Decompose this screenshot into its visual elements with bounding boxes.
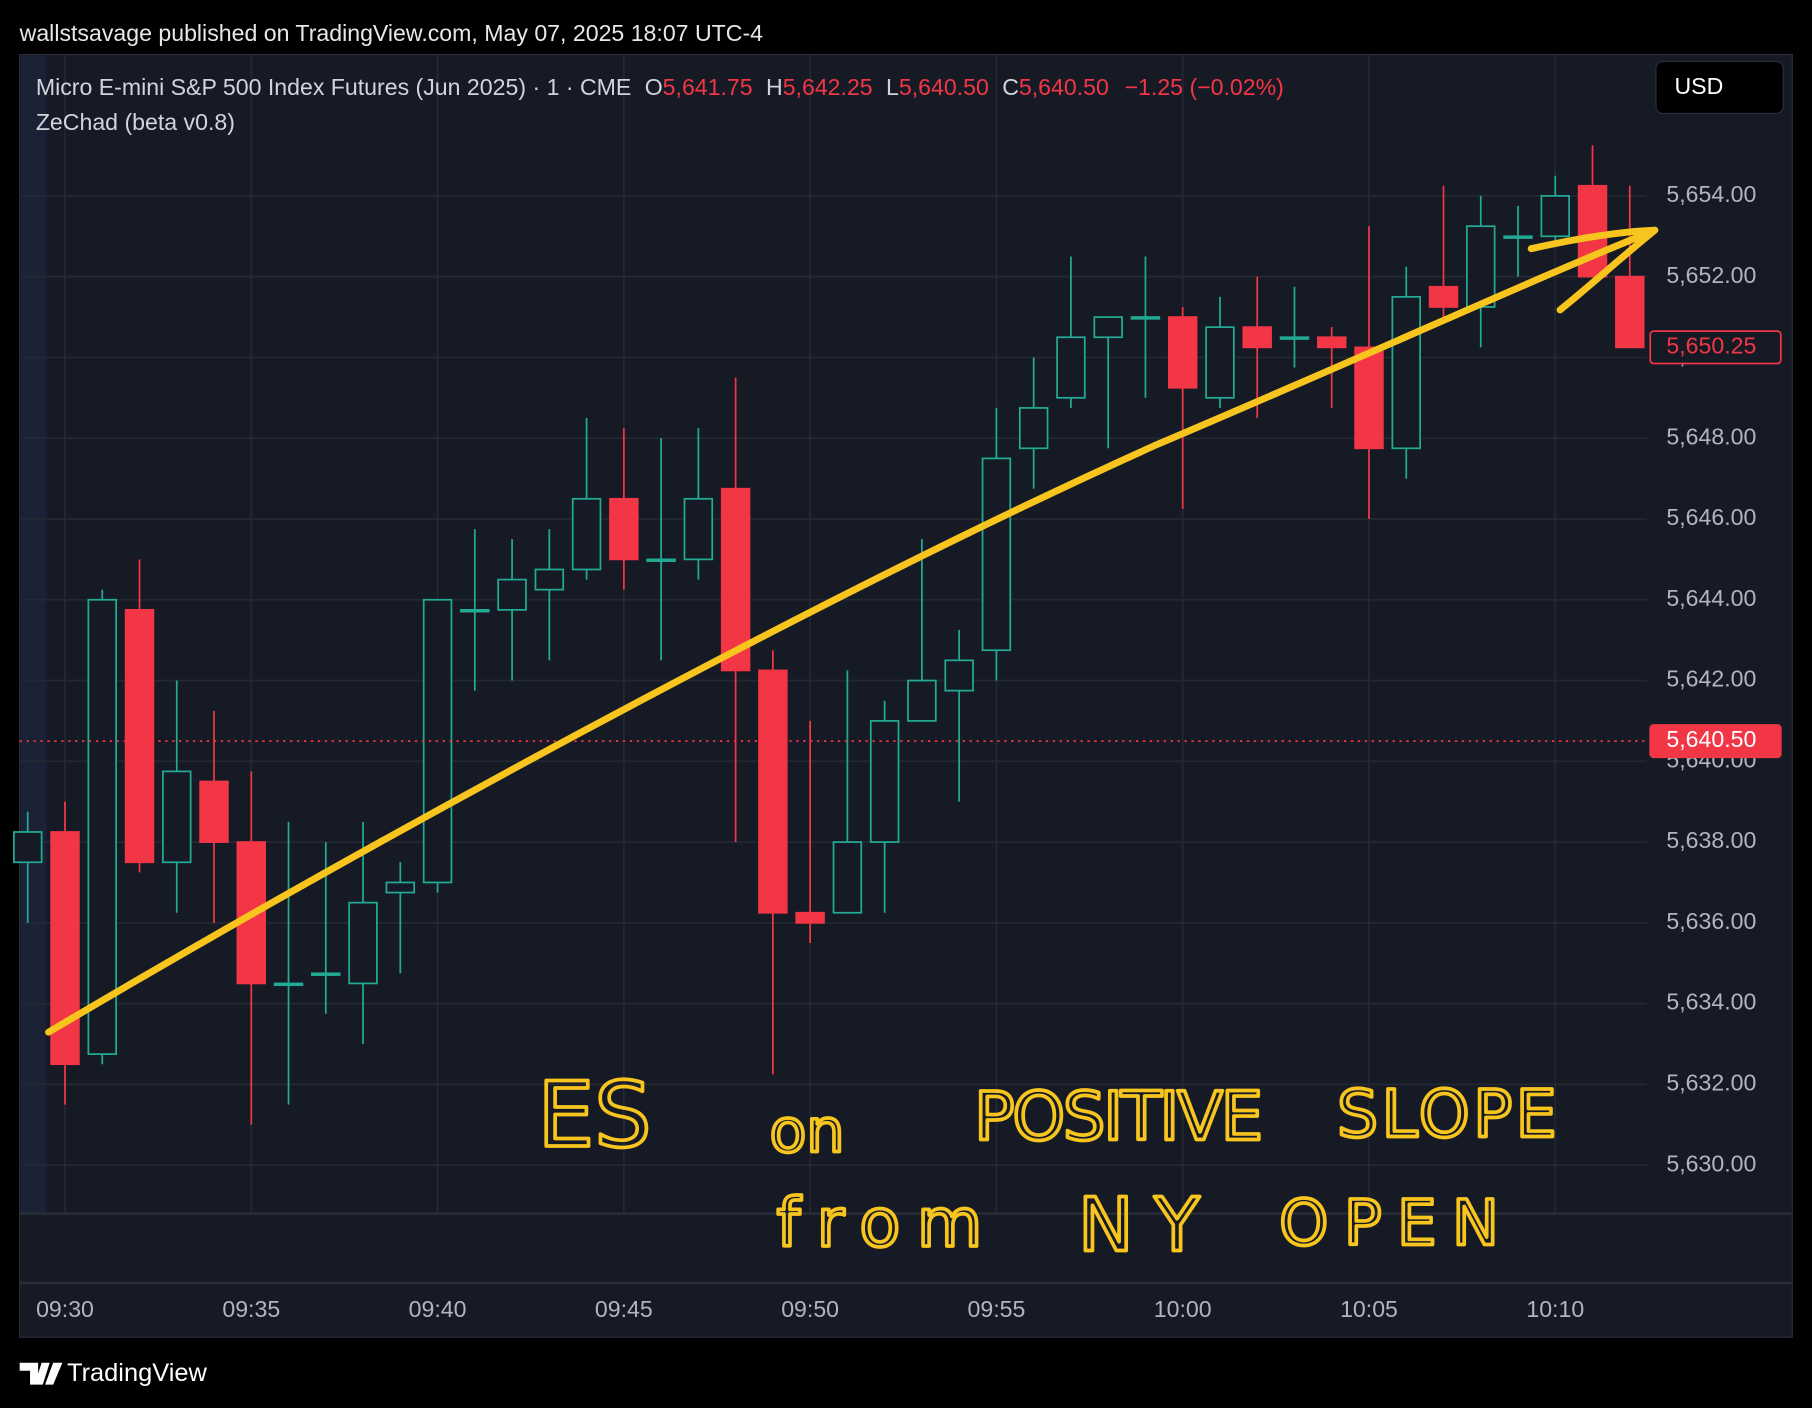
session-shade xyxy=(20,55,47,1214)
price-tag xyxy=(1649,330,1782,365)
candle-body xyxy=(534,568,565,591)
x-tick-label: 09:55 xyxy=(967,1296,1025,1322)
annotation-word: ES xyxy=(537,1063,651,1168)
candle-body xyxy=(1093,316,1123,339)
candle-body xyxy=(1391,295,1421,450)
candle-body xyxy=(273,982,304,987)
footer-brand: TradingView xyxy=(67,1359,207,1387)
overlay: 5,640.50 5,650.25 xyxy=(19,330,1782,759)
candle-body xyxy=(720,487,751,672)
legend-value: 5,641.75 xyxy=(663,74,753,100)
chart-panel xyxy=(19,53,1793,1338)
y-tick-label: 5,644.00 xyxy=(1666,585,1756,611)
trend-arrow xyxy=(45,226,1659,1036)
currency-button[interactable] xyxy=(1655,60,1784,115)
publish-header: wallstsavage published on TradingView.co… xyxy=(19,20,763,46)
x-tick-label: 10:10 xyxy=(1526,1296,1584,1322)
candle-body xyxy=(311,972,341,976)
indicator-name: ZeChad (beta v0.8) xyxy=(36,109,235,135)
y-tick-label: 5,636.00 xyxy=(1666,908,1756,934)
y-tick-label: 5,652.00 xyxy=(1666,262,1756,288)
x-tick-label: 09:50 xyxy=(781,1296,839,1322)
x-tick-label: 09:45 xyxy=(595,1296,653,1322)
candle-body xyxy=(460,608,490,613)
y-tick-label: 5,638.00 xyxy=(1666,827,1756,853)
x-tick-label: 09:40 xyxy=(409,1296,467,1322)
candle-body xyxy=(1242,326,1272,349)
candle-body xyxy=(795,911,825,924)
candle-body xyxy=(1167,316,1198,389)
candle-body xyxy=(1018,407,1049,450)
legend-change: −1.25 (−0.02%) xyxy=(1125,74,1284,100)
footer-logo xyxy=(19,1362,63,1385)
x-tick-label: 10:05 xyxy=(1340,1296,1398,1322)
candle-body xyxy=(981,457,1012,652)
legend-value: 5,640.50 xyxy=(899,74,989,100)
candle-body xyxy=(1279,336,1310,340)
symbol-title: Micro E-mini S&P 500 Index Futures (Jun … xyxy=(36,74,632,100)
candle-body xyxy=(1503,235,1533,239)
price-tag-label: 5,650.25 xyxy=(1666,332,1756,358)
candle-body xyxy=(1205,326,1235,399)
candle-body xyxy=(646,558,676,562)
y-tick-label: 5,646.00 xyxy=(1666,504,1756,530)
x-tick-label: 09:30 xyxy=(36,1296,94,1322)
candle-body xyxy=(869,720,900,843)
y-tick-label: 5,648.00 xyxy=(1666,423,1756,449)
annotation-word: POSITIVE xyxy=(974,1078,1263,1156)
legend-row: Micro E-mini S&P 500 Index Futures (Jun … xyxy=(36,74,1284,100)
legend-label: O xyxy=(645,74,663,100)
y-tick-label: 5,634.00 xyxy=(1666,989,1756,1015)
y-tick-label: 5,630.00 xyxy=(1666,1150,1756,1176)
annotation-word: SLOPE xyxy=(1337,1077,1557,1152)
legend-label: H xyxy=(766,74,783,100)
candle-body xyxy=(683,497,714,561)
candle-body xyxy=(1466,225,1496,308)
candle-body xyxy=(497,578,527,611)
x-tick-label: 09:35 xyxy=(222,1296,280,1322)
candle-body xyxy=(609,497,639,561)
candle-body xyxy=(87,598,117,1055)
legend-value: 5,640.50 xyxy=(1019,74,1109,100)
candle-body xyxy=(1428,285,1459,308)
candle-body xyxy=(1056,336,1086,399)
candle-body xyxy=(1540,195,1571,238)
candle-body xyxy=(385,881,416,894)
candles xyxy=(13,145,1645,1125)
price-tag-label: 5,640.50 xyxy=(1666,726,1756,752)
candle-body xyxy=(162,770,192,864)
candle-body xyxy=(199,780,229,843)
legend-label: L xyxy=(886,74,899,100)
y-tick-label: 5,642.00 xyxy=(1666,666,1756,692)
x-tick-label: 10:00 xyxy=(1154,1296,1212,1322)
y-tick-label: 5,632.00 xyxy=(1666,1069,1756,1095)
candle-body xyxy=(571,497,602,571)
candle-body xyxy=(13,831,43,864)
y-tick-label: 5,654.00 xyxy=(1666,181,1756,207)
candle-body xyxy=(944,659,974,692)
candle-body xyxy=(348,901,378,985)
candle-body xyxy=(907,679,937,722)
arrow-head xyxy=(1527,226,1659,314)
candle-body xyxy=(124,608,155,864)
candle-body xyxy=(758,669,788,914)
currency-label: USD xyxy=(1674,73,1723,99)
candle-body xyxy=(1354,346,1384,450)
price-tag xyxy=(1649,724,1782,759)
candle-body xyxy=(1130,316,1161,320)
candle-body xyxy=(1316,336,1347,349)
legend-value: 5,642.25 xyxy=(783,74,873,100)
candle-body xyxy=(832,841,863,914)
legend-label: C xyxy=(1002,74,1019,100)
candle-body xyxy=(1615,275,1645,349)
annotation-word: on xyxy=(770,1097,845,1167)
